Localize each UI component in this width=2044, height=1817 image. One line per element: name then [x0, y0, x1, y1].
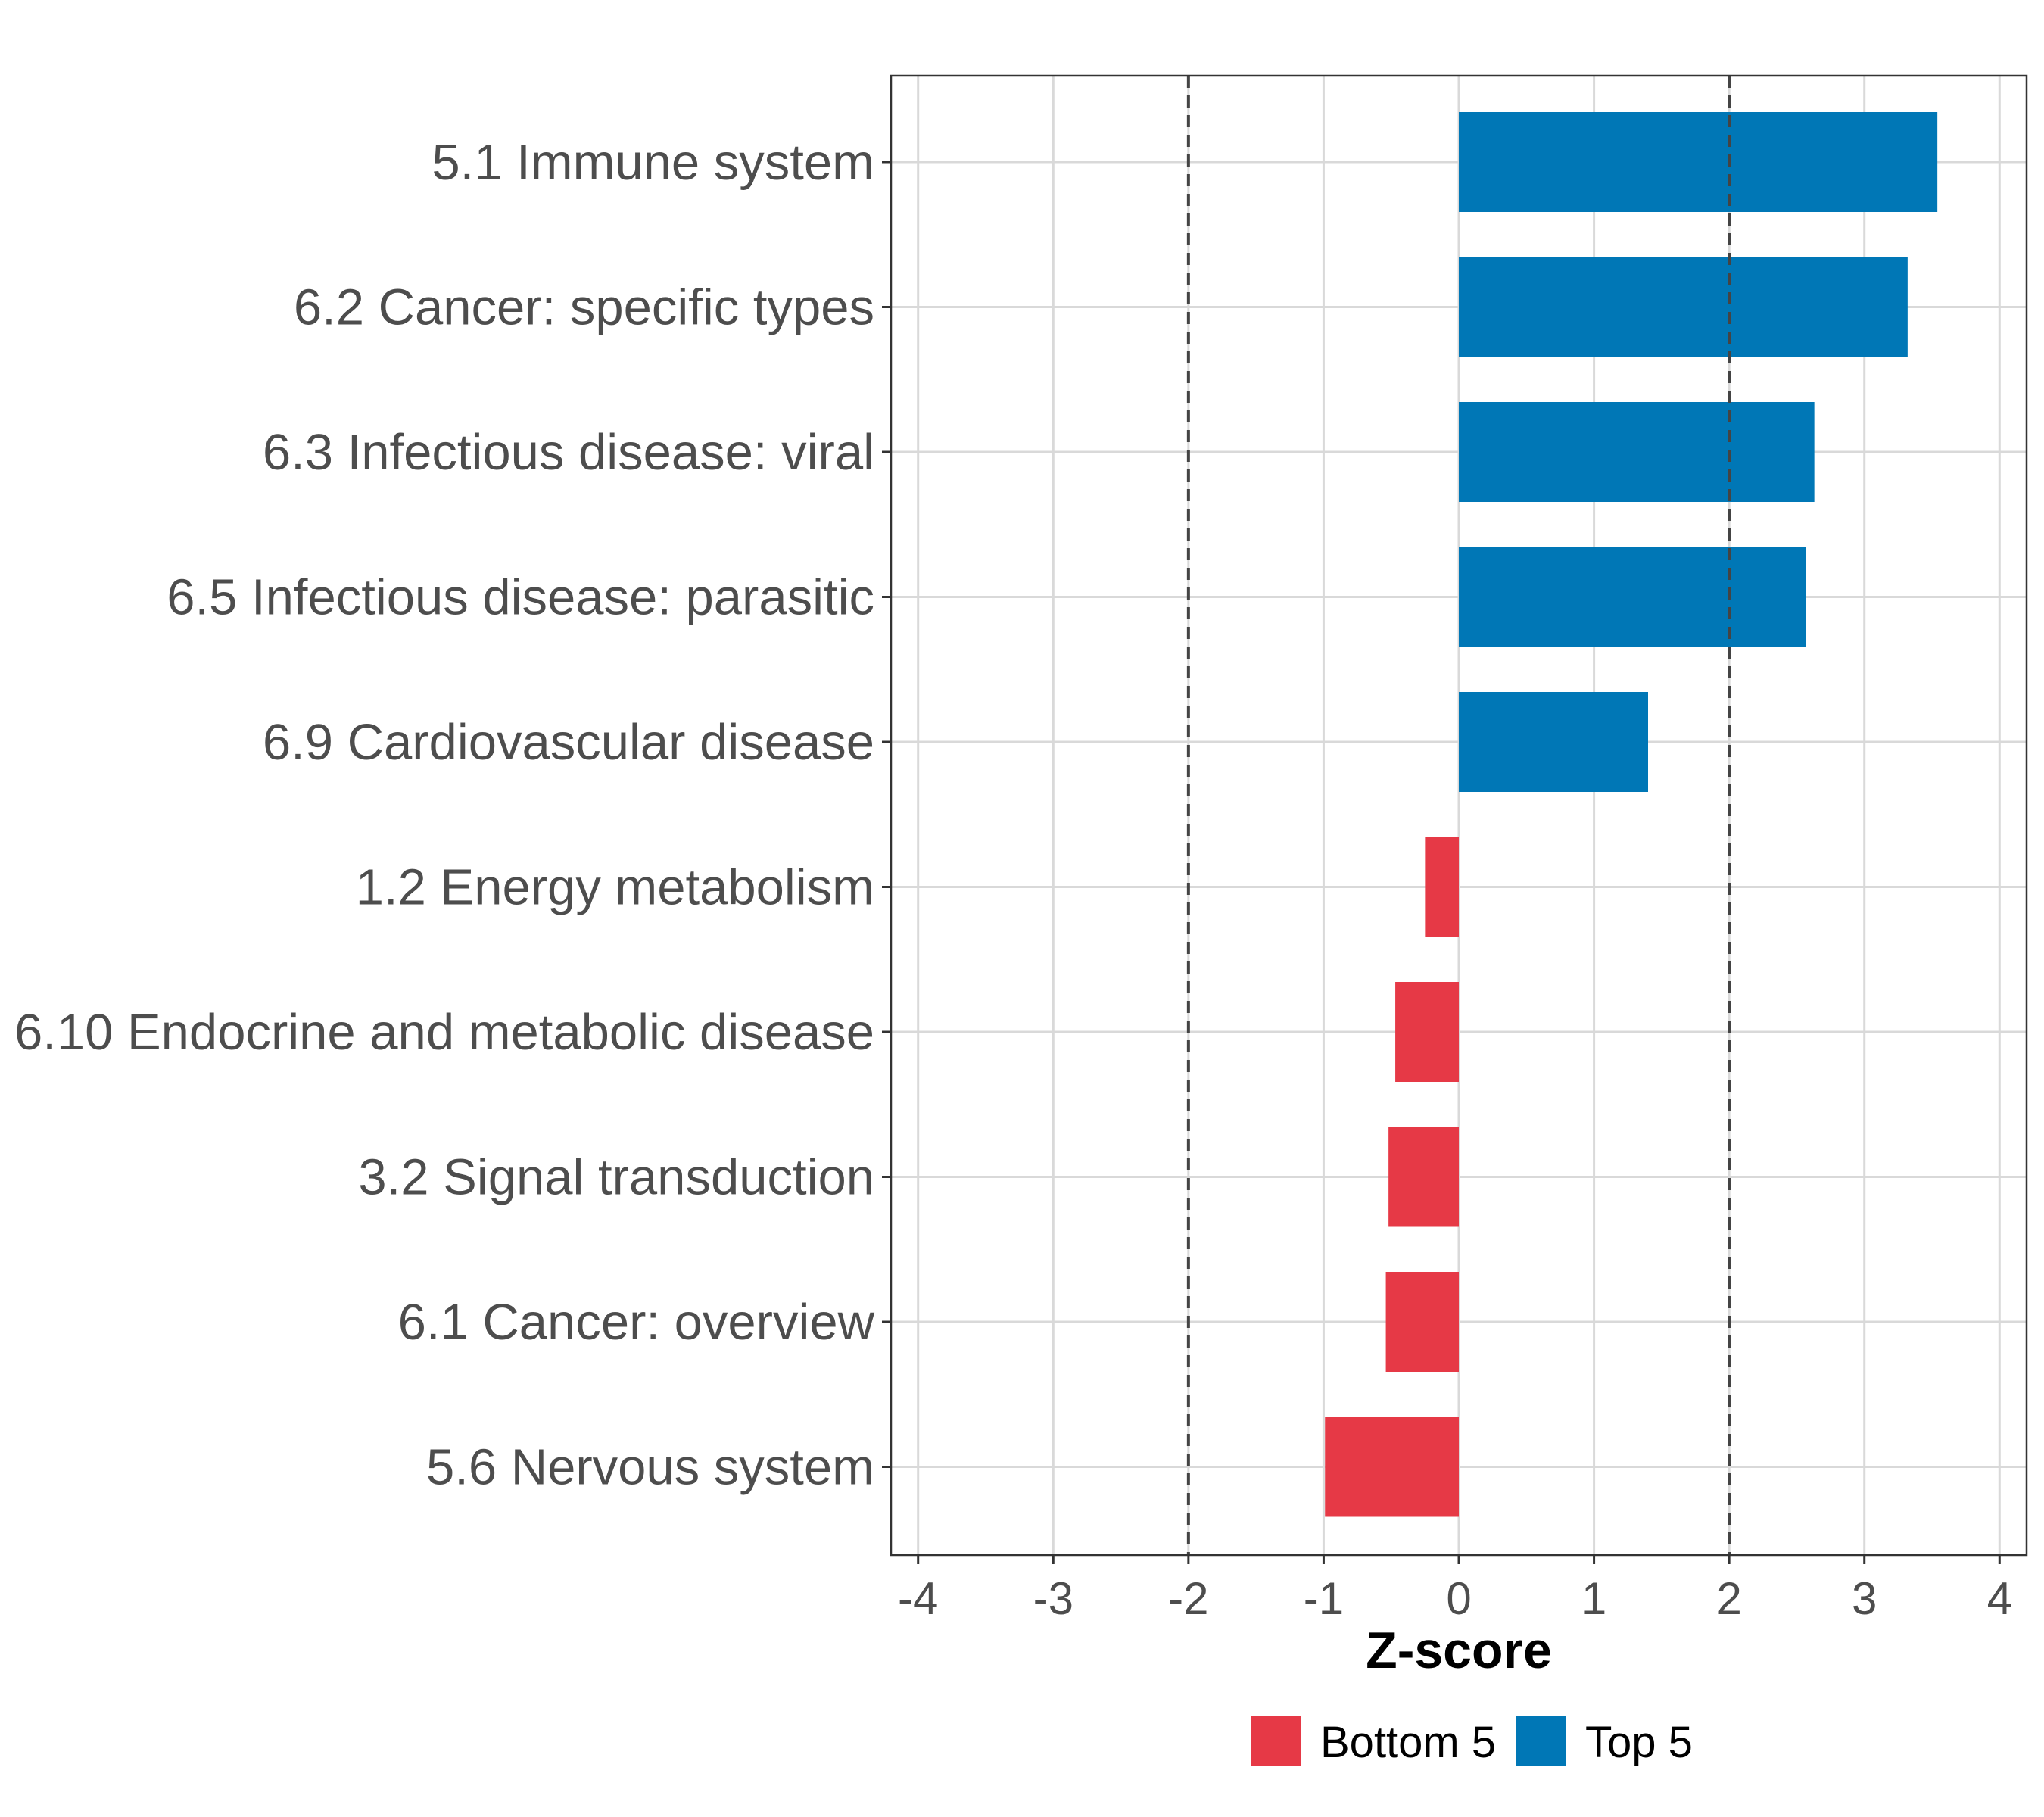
y-tick-label: 6.5 Infectious disease: parasitic: [167, 569, 874, 626]
bar: [1459, 547, 1806, 647]
x-tick-label: 2: [1716, 1573, 1741, 1624]
legend-label: Top 5: [1585, 1718, 1693, 1767]
x-tick-label: 4: [1987, 1573, 2012, 1624]
y-axis: 5.1 Immune system 6.2 Cancer: specific ty…: [14, 134, 891, 1496]
bars: [1325, 112, 1938, 1517]
x-tick-label: 1: [1581, 1573, 1606, 1624]
x-tick-label: 3: [1852, 1573, 1877, 1624]
legend-key: [1516, 1716, 1566, 1766]
y-tick-label: 6.3 Infectious disease: viral: [263, 424, 874, 481]
bar: [1325, 1417, 1459, 1517]
y-tick-label: 6.9 Cardiovascular disease: [263, 714, 874, 771]
bar: [1459, 402, 1815, 502]
x-tick-label: -2: [1168, 1573, 1208, 1624]
y-tick-label: 5.6 Nervous system: [426, 1439, 874, 1496]
y-tick-label: 6.10 Endocrine and metabolic disease: [14, 1004, 874, 1061]
legend: Bottom 5 Top 5: [1251, 1716, 1693, 1767]
bar: [1385, 1272, 1459, 1372]
reference-lines: [1186, 76, 1731, 1555]
y-tick-label: 6.2 Cancer: specific types: [294, 279, 874, 336]
x-tick-label: -3: [1033, 1573, 1073, 1624]
bar: [1459, 112, 1938, 212]
x-tick-label: 0: [1446, 1573, 1471, 1624]
y-tick-label: 6.1 Cancer: overview: [398, 1294, 875, 1351]
bar: [1425, 837, 1459, 937]
x-axis-title: Z-score: [1366, 1622, 1552, 1679]
bar: [1395, 982, 1459, 1082]
bar: [1459, 257, 1908, 357]
y-tick-label: 1.2 Energy metabolism: [356, 859, 874, 916]
y-tick-label: 5.1 Immune system: [432, 134, 874, 191]
legend-key: [1251, 1716, 1301, 1766]
y-tick-label: 3.2 Signal transduction: [358, 1149, 874, 1206]
legend-label: Bottom 5: [1320, 1718, 1496, 1767]
bar: [1459, 692, 1648, 792]
bar: [1388, 1127, 1459, 1227]
x-tick-label: -4: [898, 1573, 938, 1624]
x-axis: -4 -3 -2 -1 0 1 2 3 4: [898, 1555, 2012, 1624]
x-tick-label: -1: [1304, 1573, 1344, 1624]
